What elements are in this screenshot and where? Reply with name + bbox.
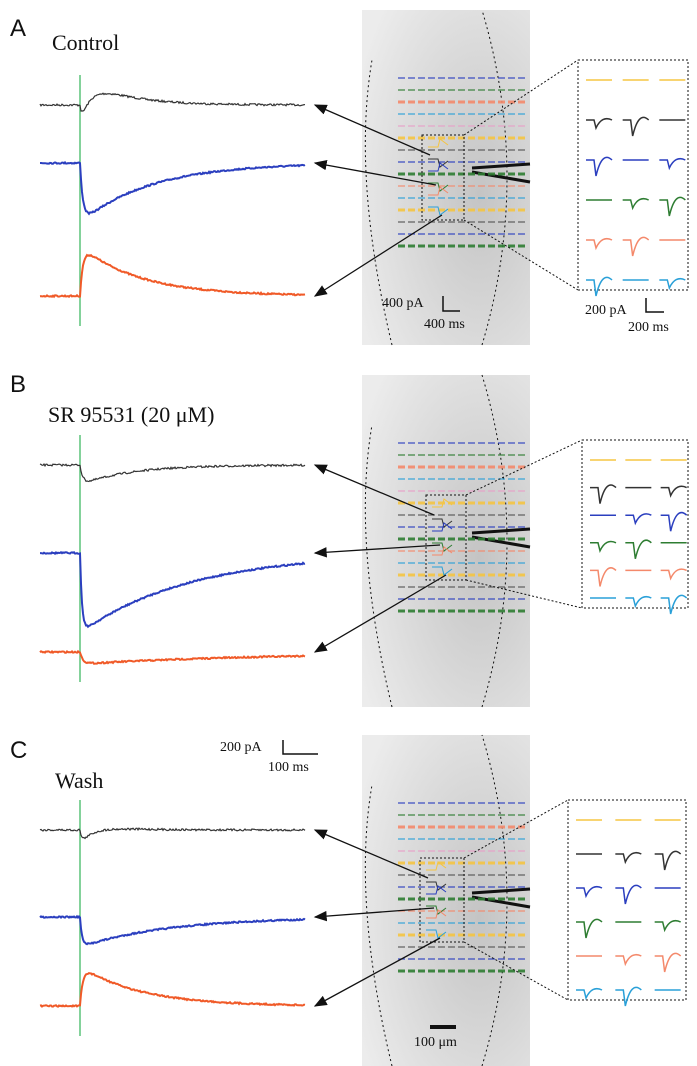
boundary [364, 59, 393, 346]
current-trace [39, 253, 306, 299]
box-trace [428, 186, 449, 196]
inset-trace [586, 117, 613, 131]
inset-trace [586, 237, 613, 251]
arrow [313, 937, 441, 1007]
current-trace [39, 827, 306, 840]
inset-trace [660, 485, 687, 498]
box-trace [432, 522, 453, 532]
inset-trace [576, 885, 603, 899]
scale-bar [645, 298, 664, 313]
scale-time: 400 ms [424, 317, 465, 332]
box-trace [428, 206, 449, 216]
box-trace [426, 881, 447, 891]
box-trace [428, 162, 449, 172]
arrow [313, 464, 435, 516]
current-trace [39, 914, 306, 946]
box-trace [432, 546, 453, 556]
box-trace [432, 566, 453, 576]
distance-label: 100 μm [414, 1035, 457, 1050]
arrow [313, 544, 441, 558]
scale-amplitude: 200 pA [585, 303, 628, 318]
inset-trace [590, 540, 617, 554]
box-trace [426, 929, 447, 939]
inset-trace [586, 156, 613, 177]
inset-trace [659, 157, 686, 171]
inset-trace [590, 567, 617, 587]
inset-trace [660, 594, 688, 615]
panel-letter: B [10, 371, 26, 398]
condition-title: Wash [55, 768, 103, 793]
inset-trace [576, 987, 603, 1001]
current-trace [40, 160, 306, 216]
scale-time: 100 ms [268, 760, 309, 775]
inset-trace [615, 884, 642, 905]
distance-bar [430, 1025, 456, 1029]
inset-trace [615, 953, 642, 967]
box-trace [432, 498, 453, 508]
arrow [313, 574, 447, 653]
inset-trace [625, 539, 652, 559]
inset-trace [654, 919, 681, 933]
arrow [313, 907, 435, 922]
inset-trace [590, 484, 617, 504]
current-trace [39, 972, 306, 1008]
boundary [481, 734, 508, 1066]
current-trace [40, 551, 306, 629]
condition-title: Control [52, 30, 119, 55]
scale-bar [282, 740, 318, 755]
box-trace [426, 909, 447, 919]
inset-trace [622, 116, 650, 137]
inset-trace [576, 918, 603, 939]
arrow [313, 829, 429, 879]
box-trace [426, 861, 447, 871]
zoom-box [419, 857, 465, 943]
inset-trace [659, 277, 686, 291]
box-trace [428, 182, 449, 192]
zoom-link [465, 439, 583, 496]
scale-amplitude: 400 pA [382, 296, 425, 311]
inset-trace [622, 236, 650, 257]
arrow [313, 159, 437, 186]
panel-letter: C [10, 737, 27, 764]
arrow [313, 214, 443, 297]
box-trace [432, 542, 453, 552]
box-trace [428, 138, 449, 148]
zoom-box [421, 134, 465, 221]
scale-time: 200 ms [628, 320, 669, 335]
box-trace [432, 518, 453, 528]
boundary [364, 424, 393, 708]
condition-title: SR 95531 (20 μM) [48, 402, 214, 427]
inset-trace [586, 276, 613, 297]
current-trace [39, 463, 306, 483]
inset-trace [659, 196, 686, 217]
inset-trace [660, 511, 688, 532]
inset-trace [615, 851, 642, 865]
panel-letter: A [10, 15, 26, 42]
scale-amplitude: 200 pA [220, 740, 263, 755]
arrow [313, 104, 431, 156]
inset-trace [625, 595, 652, 609]
boundary [481, 9, 508, 346]
inset-trace [660, 568, 687, 581]
scale-bar [442, 296, 460, 312]
inset-trace [654, 952, 682, 973]
inset-trace [615, 986, 642, 1007]
box-trace [426, 885, 447, 895]
zoom-box [425, 494, 467, 581]
inset-trace [625, 513, 652, 526]
slice-image [362, 375, 530, 707]
current-trace [39, 92, 306, 112]
zoom-link [463, 59, 579, 136]
box-trace [428, 158, 449, 168]
boundary [481, 374, 508, 708]
box-trace [426, 905, 447, 915]
inset-trace [622, 197, 649, 211]
inset-trace [654, 850, 682, 871]
current-trace [39, 649, 306, 665]
